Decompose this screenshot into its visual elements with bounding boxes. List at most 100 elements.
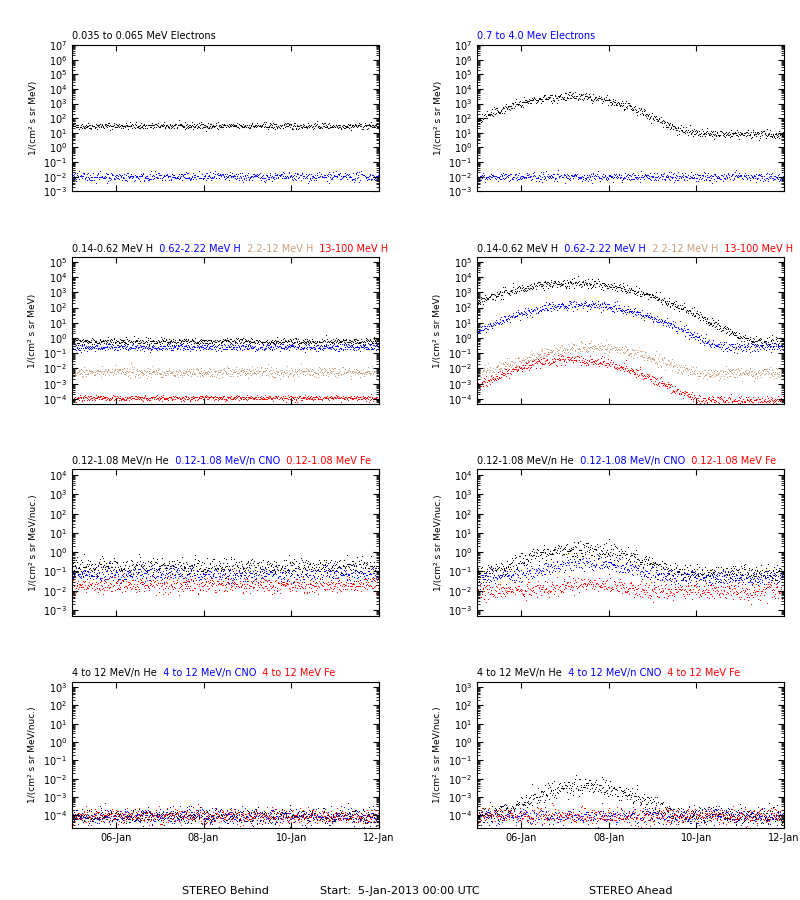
Point <box>220 169 233 184</box>
Point <box>188 390 201 404</box>
Point <box>299 810 312 824</box>
Point <box>486 375 499 390</box>
Point <box>276 577 289 591</box>
Point <box>744 329 757 344</box>
Point <box>225 801 238 815</box>
Point <box>556 547 569 562</box>
Point <box>643 107 656 122</box>
Point <box>776 392 789 407</box>
Point <box>261 556 274 571</box>
Point <box>642 590 654 604</box>
Point <box>582 272 594 286</box>
Point <box>225 339 238 354</box>
Point <box>554 809 567 824</box>
Point <box>302 392 315 406</box>
Point <box>583 577 596 591</box>
Point <box>574 545 587 560</box>
Point <box>543 169 556 184</box>
Point <box>135 333 148 347</box>
Point <box>726 802 738 816</box>
Point <box>269 338 282 352</box>
Point <box>598 813 610 827</box>
Point <box>738 393 751 408</box>
Point <box>745 339 758 354</box>
Point <box>696 808 709 823</box>
Point <box>90 570 103 584</box>
Point <box>91 364 104 378</box>
Point <box>475 807 488 822</box>
Point <box>768 808 781 823</box>
Point <box>152 363 165 377</box>
Point <box>250 166 263 181</box>
Point <box>545 558 558 572</box>
Point <box>296 341 309 356</box>
Point <box>533 554 546 569</box>
Point <box>479 808 492 823</box>
Point <box>716 574 729 589</box>
Point <box>214 338 227 352</box>
Point <box>357 807 370 822</box>
Point <box>340 566 353 580</box>
Point <box>348 583 361 598</box>
Point <box>191 336 204 350</box>
Point <box>647 581 660 596</box>
Point <box>369 171 382 185</box>
Point <box>525 347 538 362</box>
Point <box>688 811 701 825</box>
Point <box>638 167 651 182</box>
Point <box>762 339 774 354</box>
Point <box>134 370 146 384</box>
Point <box>510 796 523 811</box>
Point <box>312 170 325 184</box>
Point <box>294 365 306 380</box>
Point <box>342 557 354 572</box>
Point <box>290 342 302 356</box>
Point <box>537 350 550 365</box>
Point <box>499 797 512 812</box>
Point <box>658 291 670 305</box>
Point <box>270 558 283 572</box>
Point <box>335 564 348 579</box>
Point <box>744 346 757 360</box>
Point <box>315 169 328 184</box>
Point <box>700 568 713 582</box>
Point <box>246 810 258 824</box>
Point <box>682 813 694 827</box>
Point <box>159 562 172 577</box>
Point <box>664 300 677 314</box>
Point <box>490 806 502 820</box>
Point <box>258 804 270 818</box>
Point <box>114 814 127 829</box>
Point <box>606 558 619 572</box>
Point <box>595 95 608 110</box>
Point <box>593 778 606 792</box>
Point <box>251 119 264 133</box>
Point <box>594 804 606 818</box>
Point <box>762 366 774 381</box>
Point <box>585 277 598 292</box>
Point <box>226 814 238 829</box>
Point <box>234 813 247 827</box>
Point <box>521 356 534 370</box>
Point <box>298 586 310 600</box>
Point <box>532 574 545 589</box>
Point <box>294 336 307 350</box>
Point <box>314 168 327 183</box>
Point <box>578 778 590 792</box>
Point <box>758 123 770 138</box>
Point <box>271 339 284 354</box>
Point <box>614 802 627 816</box>
Point <box>180 170 193 184</box>
Point <box>726 572 738 586</box>
Point <box>567 275 580 290</box>
Point <box>670 383 682 398</box>
Point <box>259 115 272 130</box>
Point <box>483 801 496 815</box>
Point <box>615 788 628 803</box>
Point <box>583 572 596 587</box>
Point <box>590 168 602 183</box>
Point <box>499 359 512 374</box>
Point <box>672 580 685 594</box>
Point <box>318 563 331 578</box>
Point <box>188 117 201 131</box>
